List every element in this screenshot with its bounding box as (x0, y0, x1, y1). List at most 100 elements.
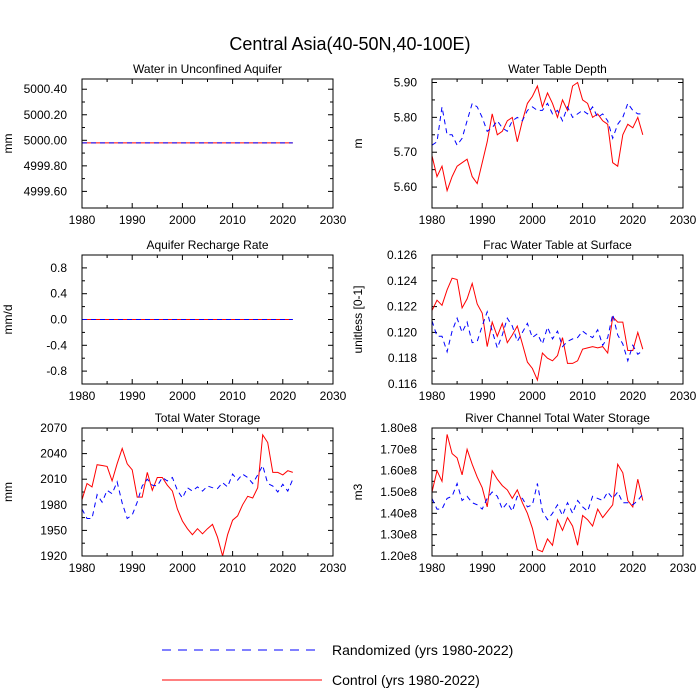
y-axis-label: mm (1, 134, 15, 154)
x-tick-label: 2010 (569, 389, 596, 403)
y-tick-label: 0.0 (50, 313, 67, 327)
y-tick-label: 0.120 (387, 325, 417, 339)
y-tick-label: 5.60 (394, 180, 418, 194)
plot-frame (431, 427, 684, 557)
x-tick-label: 2030 (320, 561, 347, 575)
x-tick-label: 1990 (469, 561, 496, 575)
y-tick-label: 1.70e8 (380, 442, 417, 456)
x-tick-label: 1990 (469, 213, 496, 227)
x-tick-label: 1990 (469, 389, 496, 403)
plot-frame (81, 78, 334, 209)
y-tick-label: 2010 (40, 472, 67, 486)
x-tick-label: 2030 (320, 213, 347, 227)
x-tick-label: 2020 (619, 213, 646, 227)
x-tick-label: 1980 (419, 213, 446, 227)
legend-control-label: Control (yrs 1980-2022) (332, 672, 480, 688)
y-tick-label: 0.126 (387, 248, 417, 262)
x-tick-label: 2030 (670, 561, 697, 575)
x-tick-label: 2010 (569, 213, 596, 227)
y-axis-label: unitless [0-1] (351, 285, 365, 353)
plot-frame (431, 254, 684, 385)
x-tick-label: 2010 (219, 213, 246, 227)
x-tick-label: 1980 (69, 213, 96, 227)
panel-title: Water Table Depth (508, 62, 607, 76)
y-tick-label: 1980 (40, 498, 67, 512)
x-tick-label: 2000 (169, 213, 196, 227)
chart-panel-4: Frac Water Table at Surface unitless [0-1… (351, 238, 697, 403)
y-tick-label: 1.30e8 (380, 528, 417, 542)
panel-title: River Channel Total Water Storage (465, 411, 650, 425)
y-tick-label: 2040 (40, 447, 67, 461)
y-tick-label: 0.116 (388, 377, 417, 391)
y-tick-label: 0.118 (388, 351, 417, 365)
chart-panel-3: Aquifer Recharge Rate mm/d 1980 1990 2000 201… (1, 238, 347, 403)
y-axis-label: m (351, 139, 365, 149)
series-line-randomized (431, 310, 644, 363)
x-tick-label: 2030 (670, 213, 697, 227)
x-tick-label: 2010 (569, 561, 596, 575)
y-tick-label: -0.4 (46, 338, 67, 352)
y-tick-label: 1.60e8 (380, 464, 417, 478)
x-tick-label: 1980 (419, 389, 446, 403)
series-line-randomized (81, 464, 294, 520)
y-tick-label: 5.90 (394, 75, 418, 89)
x-tick-label: 2000 (519, 213, 546, 227)
x-tick-label: 2010 (219, 389, 246, 403)
x-tick-label: 2030 (670, 389, 697, 403)
y-axis-label: mm/d (1, 305, 15, 335)
y-tick-label: 5000.40 (24, 82, 68, 96)
y-tick-label: 4999.60 (24, 184, 68, 198)
y-tick-label: 1920 (40, 549, 67, 563)
y-tick-label: 5000.00 (24, 133, 68, 147)
x-tick-label: 2020 (269, 213, 296, 227)
series-line-control (81, 433, 293, 557)
y-tick-label: 1950 (40, 523, 67, 537)
panel-title: Water in Unconfined Aquifer (133, 62, 282, 76)
y-tick-label: 1.20e8 (380, 549, 417, 563)
legend: Randomized (yrs 1980-2022) Control (yrs … (162, 642, 513, 688)
x-tick-label: 2000 (169, 561, 196, 575)
y-axis-label: m3 (351, 483, 365, 500)
chart-panel-2: Water Table Depth m 1980 1990 2000 2010 2020 20… (351, 62, 697, 227)
y-axis-label: mm (1, 482, 15, 502)
series-line-control (431, 434, 644, 553)
plot-frame (81, 254, 334, 385)
series-line-control (431, 277, 644, 382)
legend-randomized-label: Randomized (yrs 1980-2022) (332, 642, 513, 658)
series-line-randomized (431, 481, 644, 521)
x-tick-label: 2000 (169, 389, 196, 403)
y-tick-label: 5.70 (394, 145, 418, 159)
plot-frame (431, 78, 684, 209)
plot-frame (81, 427, 334, 557)
y-tick-label: 0.4 (50, 287, 67, 301)
x-tick-label: 1990 (119, 389, 146, 403)
y-tick-label: 0.8 (50, 261, 67, 275)
x-tick-label: 1980 (69, 389, 96, 403)
x-tick-label: 2020 (269, 389, 296, 403)
x-tick-label: 2020 (619, 561, 646, 575)
series-line-control (431, 81, 644, 193)
x-tick-label: 1980 (69, 561, 96, 575)
y-tick-label: -0.8 (46, 364, 67, 378)
y-tick-label: 1.80e8 (380, 421, 417, 435)
x-tick-label: 2000 (519, 561, 546, 575)
chart-panel-5: Total Water Storage mm 1980 1990 2000 2010 202… (1, 411, 347, 575)
y-tick-label: 4999.80 (24, 159, 68, 173)
panel-title: Frac Water Table at Surface (483, 238, 632, 252)
panel-title: Total Water Storage (155, 411, 261, 425)
x-tick-label: 2020 (269, 561, 296, 575)
panels: Water in Unconfined Aquifer mm 1980 1990 200… (1, 62, 697, 575)
y-tick-label: 0.122 (387, 300, 417, 314)
y-tick-label: 1.40e8 (380, 506, 417, 520)
x-tick-label: 1990 (119, 213, 146, 227)
figure-title: Central Asia(40-50N,40-100E) (229, 34, 470, 54)
y-tick-label: 5000.20 (24, 108, 68, 122)
y-tick-label: 5.80 (394, 110, 418, 124)
series-line-randomized (431, 102, 643, 147)
chart-panel-1: Water in Unconfined Aquifer mm 1980 1990 200… (1, 62, 347, 227)
x-tick-label: 1990 (119, 561, 146, 575)
x-tick-label: 2000 (519, 389, 546, 403)
y-tick-label: 1.50e8 (380, 485, 417, 499)
